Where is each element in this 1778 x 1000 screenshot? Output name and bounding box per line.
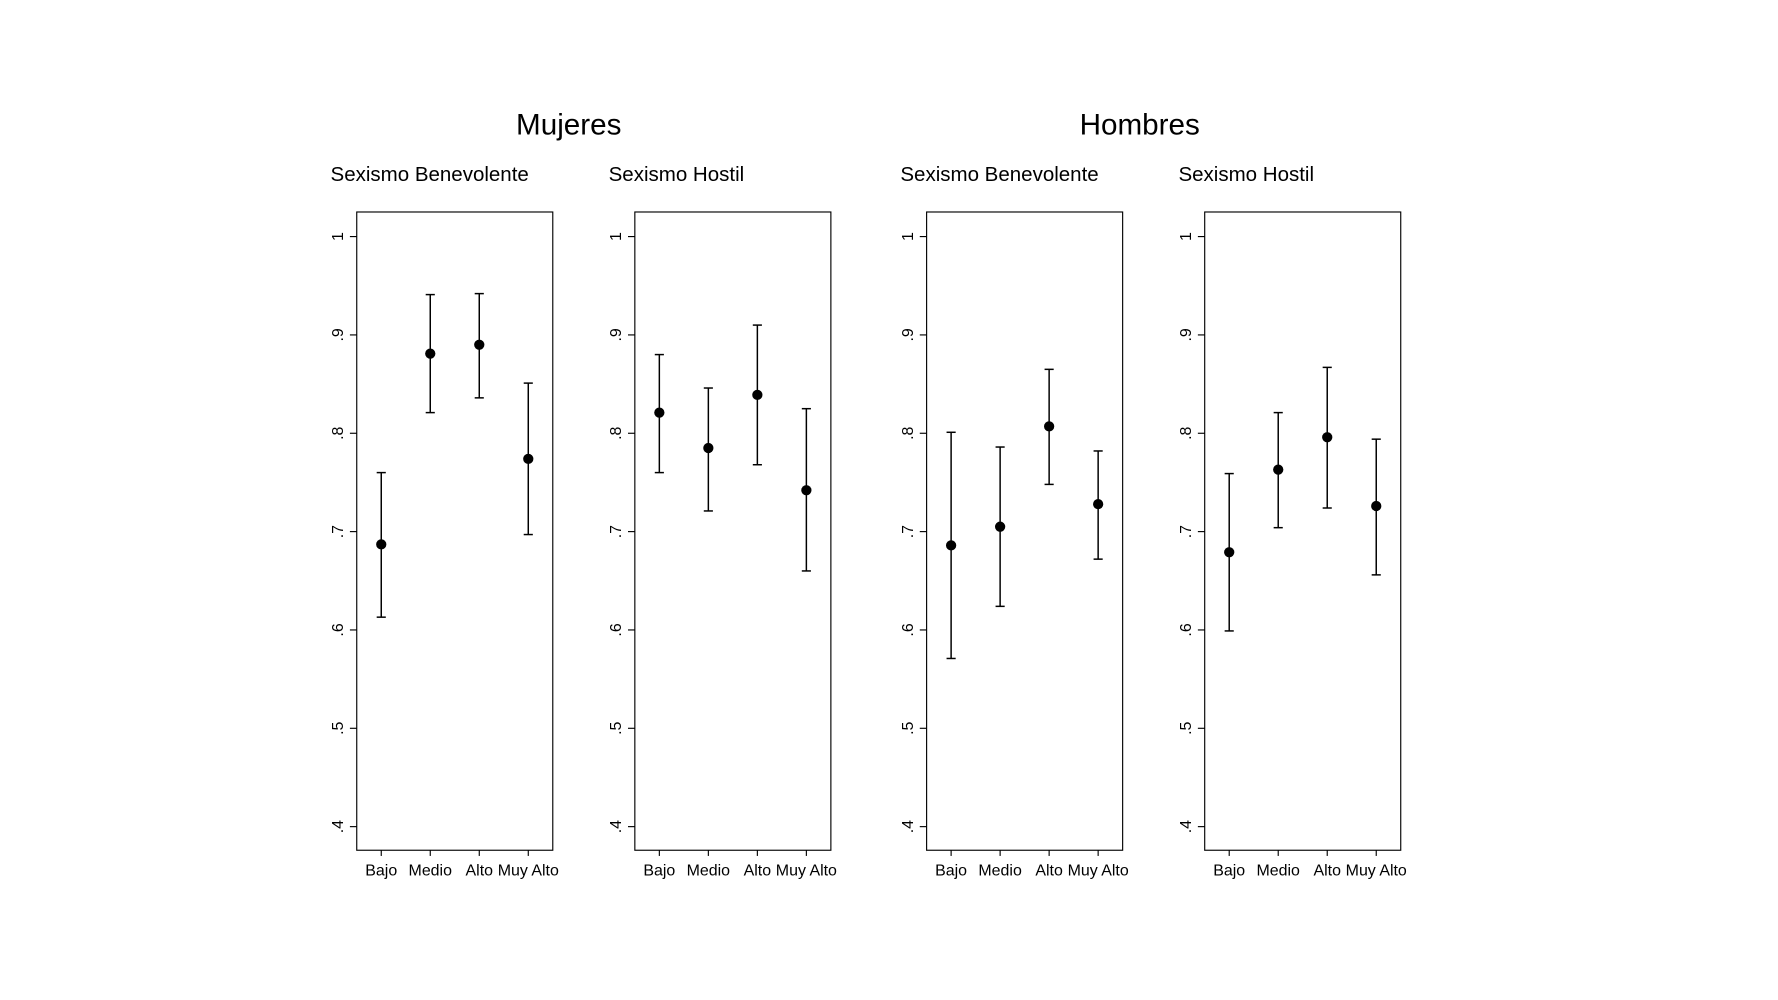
x-tick-label: Muy Alto (1068, 862, 1129, 879)
y-tick-label: .5 (608, 722, 625, 735)
y-tick-label: .7 (330, 525, 347, 538)
point (376, 539, 387, 550)
point (1044, 421, 1055, 432)
point (1371, 500, 1382, 512)
x-tick-label: Bajo (643, 862, 675, 879)
point (752, 389, 763, 401)
y-tick-label: .8 (900, 426, 917, 439)
point (1322, 432, 1333, 443)
group-heading: Hombres (1080, 108, 1200, 141)
panel-title: Sexismo Benevolente (331, 163, 529, 186)
y-tick-label: .9 (1178, 328, 1195, 341)
y-tick-label: .9 (608, 328, 625, 341)
point (523, 453, 534, 464)
point (945, 540, 957, 551)
x-tick-label: Medio (1257, 862, 1301, 879)
y-tick-label: .4 (330, 820, 347, 833)
y-tick-label: .6 (330, 623, 347, 636)
point (994, 521, 1006, 532)
y-tick-label: .8 (330, 426, 347, 439)
group-heading: Mujeres (516, 108, 621, 141)
x-tick-label: Alto (1313, 862, 1341, 879)
panel-title: Sexismo Benevolente (900, 163, 1098, 186)
x-tick-label: Bajo (365, 862, 397, 879)
x-tick-label: Muy Alto (498, 862, 559, 879)
y-tick-label: .7 (608, 525, 625, 538)
y-tick-label: .8 (608, 426, 625, 439)
panel-title: Sexismo Hostil (1178, 163, 1314, 186)
y-tick-label: .6 (900, 623, 917, 636)
x-tick-label: Alto (744, 862, 772, 879)
point (654, 407, 665, 418)
x-tick-label: Alto (466, 862, 494, 879)
point (1224, 547, 1235, 558)
x-tick-label: Medio (687, 862, 731, 879)
y-tick-label: 1 (900, 232, 917, 241)
x-tick-label: Alto (1035, 862, 1063, 879)
x-tick-label: Muy Alto (1346, 862, 1407, 879)
y-tick-label: .6 (608, 623, 625, 636)
y-tick-label: .9 (330, 328, 347, 341)
x-tick-label: Muy Alto (776, 862, 837, 879)
panel-title: Sexismo Hostil (609, 163, 745, 186)
x-tick-label: Medio (409, 862, 453, 879)
y-tick-label: .7 (900, 525, 917, 538)
y-tick-label: 1 (330, 232, 347, 241)
y-tick-label: .4 (1178, 820, 1195, 833)
x-tick-label: Bajo (935, 862, 967, 879)
y-tick-label: .8 (1178, 426, 1195, 439)
x-tick-label: Medio (978, 862, 1022, 879)
y-tick-label: .5 (1178, 722, 1195, 735)
y-tick-label: .5 (900, 722, 917, 735)
point (1093, 498, 1104, 510)
y-tick-label: .7 (1178, 525, 1195, 538)
y-tick-label: .4 (900, 820, 917, 833)
point (1273, 464, 1284, 475)
point (703, 442, 714, 454)
y-tick-label: .4 (608, 820, 625, 833)
x-tick-label: Bajo (1213, 862, 1245, 879)
y-tick-label: .5 (330, 722, 347, 735)
point (474, 339, 485, 350)
point (801, 485, 812, 496)
point (425, 348, 436, 359)
y-tick-label: 1 (608, 232, 625, 241)
y-tick-label: .6 (1178, 623, 1195, 636)
y-tick-label: 1 (1178, 232, 1195, 241)
y-tick-label: .9 (900, 328, 917, 341)
